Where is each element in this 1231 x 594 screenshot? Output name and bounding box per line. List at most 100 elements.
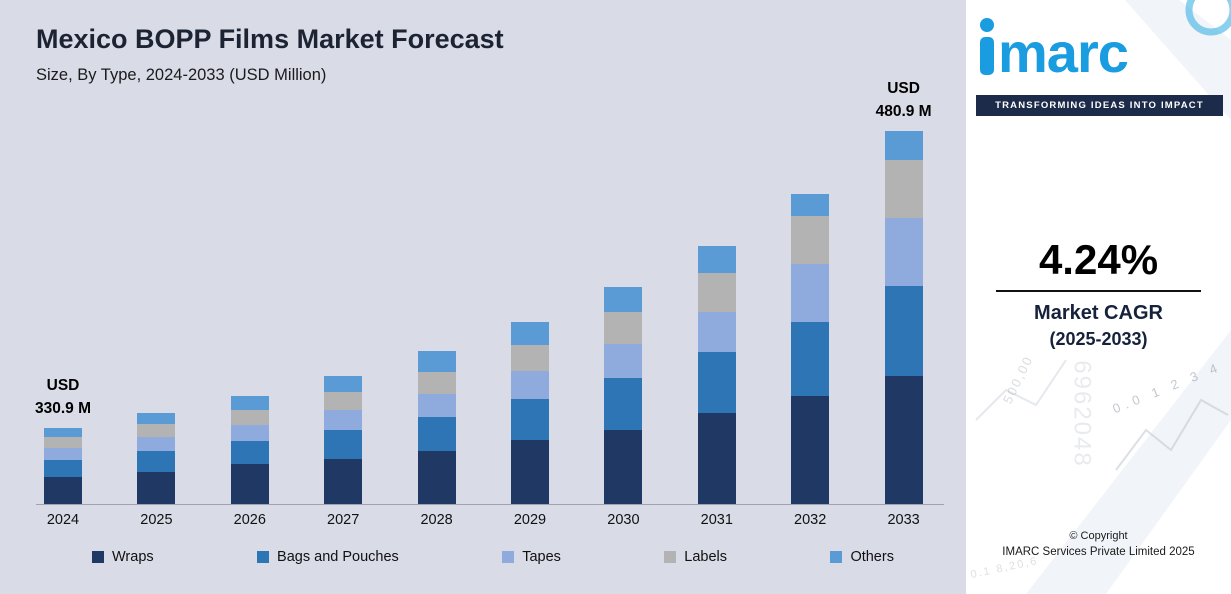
bar-2027	[324, 376, 363, 505]
side-panel: 6962048 0.0 1 2 3 4 500,00 0.1 8,20,6 ma…	[966, 0, 1231, 594]
x-axis-label-2027: 2027	[327, 512, 360, 528]
bar-segment-bags-and-pouches	[44, 460, 82, 477]
bar-segment-labels	[230, 410, 269, 425]
cagr-divider-line	[996, 290, 1201, 292]
cagr-value: 4.24%	[1038, 236, 1159, 283]
x-axis-label-2031: 2031	[700, 512, 733, 528]
bar-segment-bags-and-pouches	[230, 441, 269, 464]
chart-title: Mexico BOPP Films Market Forecast	[36, 24, 504, 54]
legend-item-tapes: Tapes	[502, 549, 561, 565]
bar-segment-bags-and-pouches	[324, 430, 363, 459]
imarc-logo: marc	[980, 18, 1129, 85]
legend-label: Wraps	[112, 549, 154, 565]
bar-segment-others	[137, 413, 176, 424]
bar-segment-tapes	[44, 448, 82, 460]
x-axis-label-2028: 2028	[420, 512, 453, 528]
x-axis-label-2025: 2025	[140, 512, 173, 528]
bar-segment-wraps	[791, 396, 830, 505]
bar-2024	[44, 428, 82, 505]
bar-2032	[791, 194, 830, 505]
bar-segment-labels	[884, 160, 923, 218]
cagr-label: Market CAGR	[1034, 302, 1163, 324]
x-axis-label-2026: 2026	[233, 512, 266, 528]
bar-segment-others	[791, 194, 830, 216]
bar-2033	[884, 131, 923, 505]
legend-item-wraps: Wraps	[92, 549, 154, 565]
bar-segment-tapes	[697, 312, 736, 352]
imarc-logo-i-glyph	[980, 18, 994, 75]
bar-segment-labels	[44, 437, 82, 448]
legend-swatch	[664, 551, 677, 563]
bar-segment-wraps	[44, 477, 82, 505]
bar-segment-others	[604, 287, 643, 312]
decorative-background-graphics	[975, 0, 1231, 594]
imarc-logo-i-dot	[980, 18, 994, 32]
bar-segment-bags-and-pouches	[417, 417, 456, 451]
value-annotation-line: USD	[887, 80, 920, 98]
legend-item-labels: Labels	[664, 549, 727, 565]
bar-segment-others	[417, 351, 456, 372]
bar-segment-wraps	[137, 472, 176, 505]
legend-swatch	[92, 551, 104, 563]
x-axis-line	[36, 504, 944, 505]
legend-label: Labels	[684, 549, 728, 565]
logo-tagline: TRANSFORMING IDEAS INTO IMPACT	[976, 95, 1223, 116]
bar-segment-wraps	[324, 459, 363, 505]
x-axis-label-2033: 2033	[887, 512, 920, 528]
bar-segment-bags-and-pouches	[697, 352, 736, 413]
copyright-line-2: IMARC Services Private Limited 2025	[1002, 546, 1195, 558]
bar-2025	[137, 413, 176, 505]
chart-section: Mexico BOPP Films Market Forecast Size, …	[0, 0, 966, 594]
legend-label: Bags and Pouches	[277, 549, 399, 565]
legend-label: Tapes	[522, 549, 561, 565]
value-annotation-line: 480.9 M	[875, 102, 932, 120]
bar-segment-tapes	[511, 371, 549, 399]
value-annotation-2024: USD 330.9 M	[35, 375, 91, 420]
bar-segment-tapes	[791, 264, 830, 322]
bar-segment-labels	[324, 392, 363, 410]
x-axis-label-2029: 2029	[513, 512, 547, 528]
bar-segment-tapes	[417, 394, 456, 417]
legend-item-others: Others	[830, 549, 894, 565]
bar-segment-tapes	[324, 410, 363, 430]
bar-segment-bags-and-pouches	[604, 378, 643, 430]
legend-swatch	[830, 551, 843, 563]
bar-segment-others	[697, 246, 736, 273]
bar-segment-labels	[791, 216, 830, 264]
bar-segment-others	[44, 428, 82, 437]
imarc-logo-text: marc	[998, 21, 1129, 85]
bar-segment-bags-and-pouches	[137, 451, 176, 472]
imarc-logo-i-bar	[980, 37, 994, 75]
value-annotation-line: 330.9 M	[34, 399, 92, 417]
legend-item-bags-and-pouches: Bags and Pouches	[257, 549, 399, 565]
value-annotation-line: USD	[46, 377, 80, 395]
x-axis-label-2024: 2024	[46, 512, 80, 528]
value-annotation-2033: USD 480.9 M	[876, 78, 932, 123]
chart-legend: Wraps Bags and Pouches Tapes Labels Others	[92, 549, 894, 565]
bar-segment-wraps	[884, 376, 923, 505]
bar-segment-others	[511, 322, 549, 345]
bar-2026	[230, 396, 269, 505]
bar-segment-wraps	[417, 451, 456, 505]
bar-segment-others	[230, 396, 269, 410]
legend-swatch	[257, 551, 270, 563]
bar-segment-bags-and-pouches	[511, 399, 549, 440]
bar-2030	[604, 287, 643, 505]
bar-2031	[697, 246, 736, 505]
bar-segment-tapes	[137, 437, 176, 451]
bar-segment-wraps	[511, 440, 549, 505]
bar-segment-tapes	[230, 425, 269, 441]
bar-segment-tapes	[604, 344, 643, 378]
legend-swatch	[502, 551, 515, 563]
bar-segment-others	[324, 376, 363, 392]
bar-segment-labels	[511, 345, 549, 371]
bar-segment-bags-and-pouches	[791, 322, 830, 396]
bar-segment-labels	[137, 424, 176, 437]
bar-2029	[511, 322, 549, 505]
x-axis-label-2030: 2030	[607, 512, 640, 528]
bar-segment-bags-and-pouches	[884, 286, 923, 376]
bar-segment-labels	[697, 273, 736, 312]
bar-2028	[417, 351, 456, 505]
bar-segment-labels	[417, 372, 456, 394]
chart-subtitle: Size, By Type, 2024-2033 (USD Million)	[36, 66, 327, 84]
